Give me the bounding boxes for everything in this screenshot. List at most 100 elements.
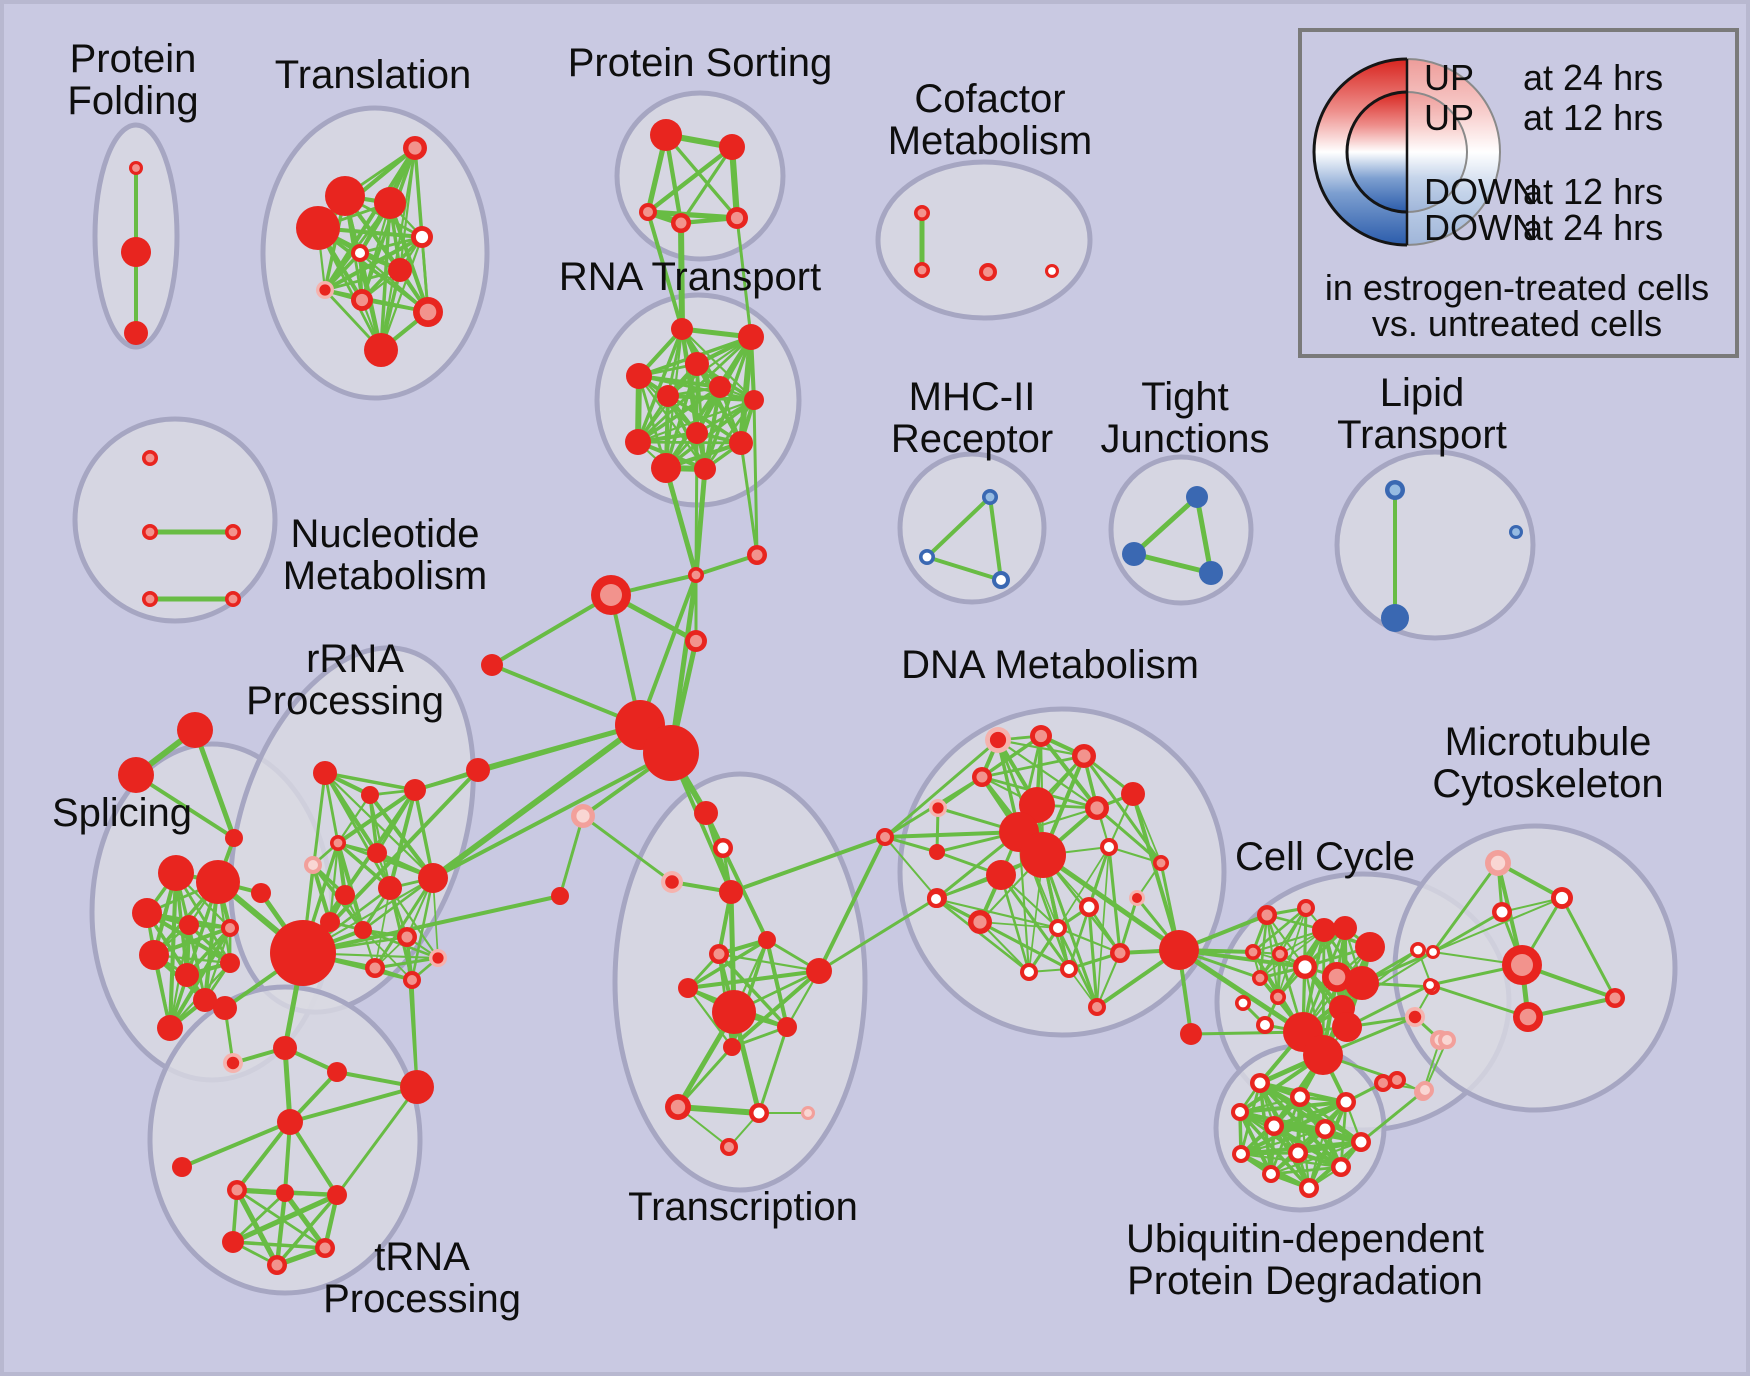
gene-node[interactable] [686,422,708,444]
gene-node[interactable] [694,458,716,480]
gene-node[interactable] [220,953,240,973]
gene-node[interactable] [744,390,764,410]
gene-node[interactable] [364,333,398,367]
gene-node[interactable] [313,761,337,785]
gene-node[interactable] [1333,916,1357,940]
interaction-edge [764,937,790,1030]
gene-node[interactable] [1312,918,1336,942]
gene-node[interactable] [139,940,169,970]
legend-inner-left-arc [1345,90,1408,214]
gene-node[interactable] [643,725,699,781]
gene-node[interactable] [225,829,243,847]
gene-node[interactable] [1122,542,1146,566]
gene-node[interactable] [193,988,217,1012]
gene-node[interactable] [325,176,365,216]
gene-node[interactable] [327,1062,347,1082]
gene-node[interactable] [222,1231,244,1253]
gene-node[interactable] [719,134,745,160]
gene-node[interactable] [466,758,490,782]
gene-node[interactable] [1345,966,1379,1000]
gene-node[interactable] [213,996,237,1020]
gene-node[interactable] [738,324,764,350]
gene-node[interactable] [806,958,832,984]
gene-node[interactable] [481,654,503,676]
gene-node[interactable] [172,1157,192,1177]
gene-node[interactable] [404,779,426,801]
gene-node[interactable] [1355,932,1385,962]
gene-node[interactable] [251,883,271,903]
gene-node[interactable] [270,920,336,986]
gene-node[interactable] [374,187,406,219]
gene-node[interactable] [118,757,154,793]
gene-node[interactable] [729,431,753,455]
gene-node[interactable] [196,860,240,904]
gene-node[interactable] [986,860,1016,890]
gene-node[interactable] [378,876,402,900]
gene-node[interactable] [1159,930,1199,970]
cluster-bubble [72,416,278,624]
gene-node[interactable] [685,352,709,376]
gene-node[interactable] [626,363,652,389]
gene-node[interactable] [777,1017,797,1037]
gene-node[interactable] [1180,1023,1202,1045]
gene-node[interactable] [1121,782,1145,806]
gene-node[interactable] [418,863,448,893]
gene-node[interactable] [1303,1035,1343,1075]
gene-node[interactable] [335,885,355,905]
gene-node-core [1248,947,1258,957]
gene-node-core [1268,1120,1280,1132]
gene-node[interactable] [709,376,731,398]
gene-node[interactable] [929,844,945,860]
interaction-edge [680,327,756,402]
gene-node[interactable] [400,1070,434,1104]
gene-node[interactable] [1186,486,1208,508]
gene-node[interactable] [671,318,693,340]
gene-node[interactable] [1019,787,1055,823]
gene-node[interactable] [694,801,718,825]
interaction-edge [167,925,233,1031]
gene-node[interactable] [1332,1012,1362,1042]
gene-node[interactable] [388,258,412,282]
gene-node[interactable] [158,855,194,891]
gene-node[interactable] [179,915,199,935]
gene-node[interactable] [157,1015,183,1041]
gene-node-core [600,584,622,606]
gene-node[interactable] [175,963,199,987]
gene-node[interactable] [327,1185,347,1205]
gene-node-core [1064,964,1074,974]
gene-node[interactable] [625,429,651,455]
gene-node[interactable] [273,1036,297,1060]
gene-node[interactable] [1199,561,1223,585]
gene-node[interactable] [124,321,148,345]
interaction-edge [988,495,1003,582]
gene-node-core [932,802,944,814]
gene-node[interactable] [712,990,756,1034]
gene-node[interactable] [758,931,776,949]
gene-node[interactable] [277,1109,303,1135]
gene-node-core [419,303,437,321]
gene-node-core [880,832,890,842]
interaction-edge [1239,1127,1327,1156]
gene-node[interactable] [650,119,682,151]
gene-node[interactable] [651,453,681,483]
gene-node[interactable] [678,978,698,998]
gene-node[interactable] [719,880,743,904]
gene-node-core [145,594,155,604]
gene-node-core [231,1184,243,1196]
gene-node[interactable] [296,206,340,250]
gene-node[interactable] [657,385,679,407]
gene-node[interactable] [354,921,372,939]
gene-node[interactable] [723,1038,741,1056]
gene-node[interactable] [361,786,379,804]
gene-node[interactable] [320,912,340,932]
gene-node-core [228,527,238,537]
gene-node[interactable] [551,887,569,905]
gene-node[interactable] [367,843,387,863]
gene-node[interactable] [132,898,162,928]
gene-node[interactable] [177,712,213,748]
interaction-edge [678,220,685,332]
gene-node[interactable] [1381,604,1409,632]
gene-node[interactable] [121,237,151,267]
gene-node[interactable] [1020,832,1066,878]
gene-node[interactable] [276,1184,294,1202]
